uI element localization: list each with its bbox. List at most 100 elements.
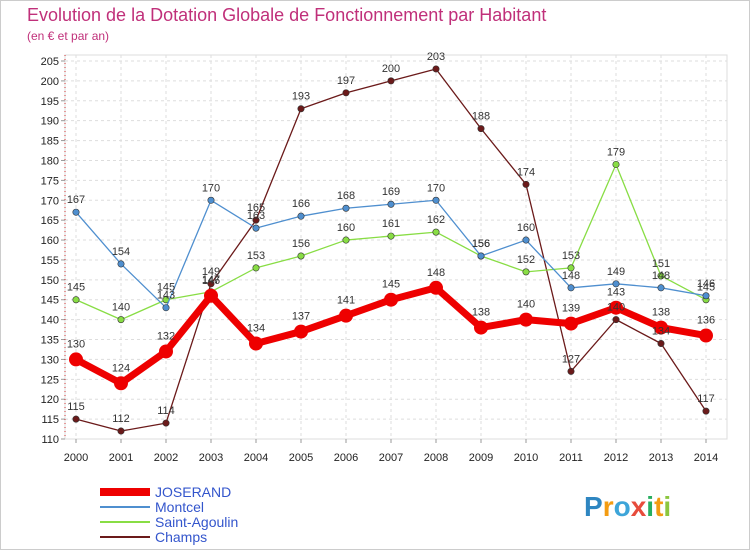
point-montcel (702, 292, 710, 300)
y-tick-label: 120 (41, 394, 59, 406)
data-label-joserand: 139 (562, 303, 580, 315)
point-champs (297, 105, 305, 113)
legend-label-champs: Champs (155, 529, 207, 545)
y-tick-label: 125 (41, 374, 59, 386)
y-tick-label: 195 (41, 96, 59, 108)
brand-letter: i (663, 491, 671, 522)
data-label-champs: 140 (607, 302, 625, 314)
point-montcel (117, 260, 125, 268)
x-tick-label: 2014 (694, 452, 718, 464)
axes: 110 115 120 125 130 135 140 145 150 155 160 165 170 1… (41, 55, 718, 464)
point-joserand (69, 352, 83, 367)
data-label-montcel: 143 (157, 290, 175, 302)
point-champs (72, 415, 80, 423)
data-label-joserand: 136 (697, 315, 715, 327)
data-label-champs: 117 (697, 393, 715, 405)
point-champs (567, 367, 575, 375)
x-tick-label: 2013 (649, 452, 673, 464)
data-label-saint-agoulin: 140 (112, 302, 130, 314)
data-label-montcel: 148 (652, 270, 670, 282)
data-label-champs: 174 (517, 166, 535, 178)
point-saint-agoulin (432, 228, 440, 236)
y-tick-label: 150 (41, 275, 59, 287)
point-joserand (429, 280, 443, 295)
y-tick-label: 170 (41, 195, 59, 207)
point-champs (657, 340, 665, 348)
y-tick-label: 165 (41, 215, 59, 227)
point-champs (252, 216, 260, 224)
brand-letter: P (584, 491, 603, 522)
data-label-joserand: 138 (472, 307, 490, 319)
x-tick-label: 2006 (334, 452, 358, 464)
point-saint-agoulin (522, 268, 530, 276)
point-champs (207, 280, 215, 288)
legend-label-saint-agoulin: Saint-Agoulin (155, 514, 238, 530)
point-joserand (654, 320, 668, 335)
point-joserand (699, 328, 713, 343)
data-label-champs: 203 (427, 51, 445, 63)
x-tick-label: 2012 (604, 452, 628, 464)
data-label-champs: 188 (472, 111, 490, 123)
data-label-joserand: 140 (517, 299, 535, 311)
point-champs (117, 427, 125, 435)
data-label-saint-agoulin: 147 (202, 274, 220, 286)
y-tick-label: 205 (41, 56, 59, 68)
x-tick-label: 2005 (289, 452, 313, 464)
point-saint-agoulin (567, 264, 575, 272)
data-label-champs: 193 (292, 91, 310, 103)
point-montcel (342, 204, 350, 212)
point-joserand (159, 344, 173, 359)
point-joserand (249, 336, 263, 351)
point-saint-agoulin (612, 160, 620, 168)
data-label-champs: 114 (157, 405, 175, 417)
point-champs (612, 316, 620, 324)
data-label-saint-agoulin: 151 (652, 258, 670, 270)
point-montcel (432, 196, 440, 204)
point-champs (432, 65, 440, 73)
proxiti-logo: Proxiti (584, 491, 671, 522)
data-label-joserand: 132 (157, 330, 175, 342)
data-label-champs: 134 (652, 326, 670, 338)
data-label-montcel: 146 (697, 278, 715, 290)
data-label-montcel: 170 (427, 182, 445, 194)
x-tick-label: 2009 (469, 452, 493, 464)
x-tick-label: 2008 (424, 452, 448, 464)
data-label-saint-agoulin: 145 (157, 282, 175, 294)
brand-letter: r (603, 491, 614, 522)
point-saint-agoulin (297, 252, 305, 260)
point-montcel (477, 252, 485, 260)
data-label-montcel: 160 (517, 222, 535, 234)
legend-label-montcel: Montcel (155, 499, 204, 515)
y-tick-label: 140 (41, 315, 59, 327)
point-joserand (564, 316, 578, 331)
data-label-joserand: 134 (247, 323, 265, 335)
x-tick-label: 2003 (199, 452, 223, 464)
point-joserand (519, 312, 533, 327)
x-tick-label: 2010 (514, 452, 538, 464)
y-tick-label: 180 (41, 155, 59, 167)
point-joserand (384, 292, 398, 307)
data-label-joserand: 145 (382, 279, 400, 291)
point-champs (522, 180, 530, 188)
y-tick-label: 115 (41, 414, 59, 426)
data-label-champs: 200 (382, 63, 400, 75)
data-label-champs: 115 (67, 401, 85, 413)
data-label-saint-agoulin: 145 (697, 282, 715, 294)
data-label-joserand: 124 (112, 362, 130, 374)
point-champs (162, 419, 170, 427)
point-saint-agoulin (117, 316, 125, 324)
point-montcel (252, 224, 260, 232)
data-label-joserand: 146 (202, 275, 220, 287)
data-label-joserand: 137 (292, 311, 310, 323)
y-tick-label: 175 (41, 175, 59, 187)
data-label-montcel: 148 (562, 270, 580, 282)
y-tick-label: 190 (41, 116, 59, 128)
point-montcel (297, 212, 305, 220)
point-montcel (567, 284, 575, 292)
data-label-joserand: 141 (337, 295, 355, 307)
data-label-joserand: 138 (652, 307, 670, 319)
point-saint-agoulin (387, 232, 395, 240)
data-label-montcel: 167 (67, 194, 85, 206)
